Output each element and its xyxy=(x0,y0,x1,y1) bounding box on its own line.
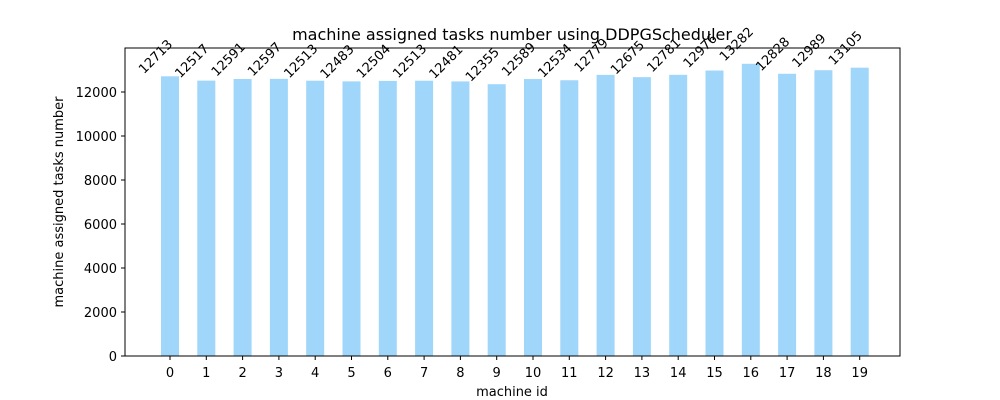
y-tick-label: 12000 xyxy=(76,86,117,101)
data-label-machine-19: 13105 xyxy=(826,29,866,69)
x-tick-label: 10 xyxy=(525,366,542,381)
y-axis: 0 2000 4000 6000 8000 10000 12000 xyxy=(76,86,125,365)
data-label-machine-0: 12713 xyxy=(136,37,176,77)
x-tick-label: 2 xyxy=(238,366,246,381)
x-tick-label: 16 xyxy=(743,366,760,381)
x-tick-label: 13 xyxy=(634,366,651,381)
bar-machine-4 xyxy=(306,80,325,357)
x-axis: 0 1 2 3 4 5 6 7 8 9 10 11 12 13 14 15 16 17 18 19 xyxy=(166,356,868,381)
data-label-machine-10: 12589 xyxy=(499,40,539,80)
bar-machine-19 xyxy=(850,67,869,356)
x-tick-label: 19 xyxy=(851,366,868,381)
bar-machine-17 xyxy=(778,73,797,356)
y-tick-label: 0 xyxy=(109,350,117,365)
x-tick-label: 7 xyxy=(420,366,428,381)
x-tick-label: 11 xyxy=(561,366,578,381)
y-tick-label: 8000 xyxy=(84,174,117,189)
x-tick-label: 17 xyxy=(779,366,796,381)
bar-machine-10 xyxy=(524,79,542,357)
y-tick-label: 10000 xyxy=(76,130,117,145)
x-tick-label: 0 xyxy=(166,366,174,381)
bar-machine-18 xyxy=(814,70,833,356)
bar-machine-16 xyxy=(741,63,760,357)
bar-machine-15 xyxy=(705,70,724,356)
y-tick-label: 6000 xyxy=(84,218,117,233)
data-label-machine-18: 12989 xyxy=(790,31,830,71)
bar-machine-0 xyxy=(161,76,179,357)
bar-machine-7 xyxy=(415,80,434,357)
bar-machine-6 xyxy=(378,80,397,357)
bar-machine-13 xyxy=(632,77,651,357)
bar-machine-8 xyxy=(451,81,470,356)
bar-machine-11 xyxy=(560,80,579,356)
bars-group xyxy=(161,63,869,357)
x-tick-label: 18 xyxy=(815,366,832,381)
bar-machine-9 xyxy=(487,84,506,356)
x-tick-label: 4 xyxy=(311,366,319,381)
chart-title: machine assigned tasks number using DDPG… xyxy=(292,25,732,44)
y-tick-label: 4000 xyxy=(84,262,117,277)
bar-machine-3 xyxy=(269,78,288,356)
data-label-machine-2: 12591 xyxy=(209,40,249,80)
bar-machine-2 xyxy=(233,78,252,357)
bar-machine-14 xyxy=(669,74,688,357)
x-axis-label: machine id xyxy=(476,385,548,400)
data-label-machine-11: 12534 xyxy=(536,41,576,81)
x-tick-label: 15 xyxy=(706,366,723,381)
bar-machine-12 xyxy=(596,74,615,356)
bar-machine-1 xyxy=(197,80,216,356)
x-tick-label: 14 xyxy=(670,366,687,381)
data-label-machine-9: 12355 xyxy=(463,45,503,85)
x-tick-label: 3 xyxy=(275,366,283,381)
y-tick-label: 2000 xyxy=(84,306,117,321)
x-tick-label: 5 xyxy=(347,366,355,381)
plot-frame xyxy=(124,47,901,357)
x-tick-label: 12 xyxy=(597,366,614,381)
bar-machine-5 xyxy=(342,81,361,357)
x-tick-label: 9 xyxy=(493,366,501,381)
data-label-machine-3: 12597 xyxy=(245,40,285,80)
data-label-machine-13: 12675 xyxy=(608,38,648,78)
x-tick-label: 1 xyxy=(202,366,210,381)
data-label-machine-17: 12828 xyxy=(753,35,793,75)
x-tick-label: 8 xyxy=(456,366,464,381)
x-tick-label: 6 xyxy=(384,366,392,381)
y-axis-label: machine assigned tasks number xyxy=(52,96,67,308)
